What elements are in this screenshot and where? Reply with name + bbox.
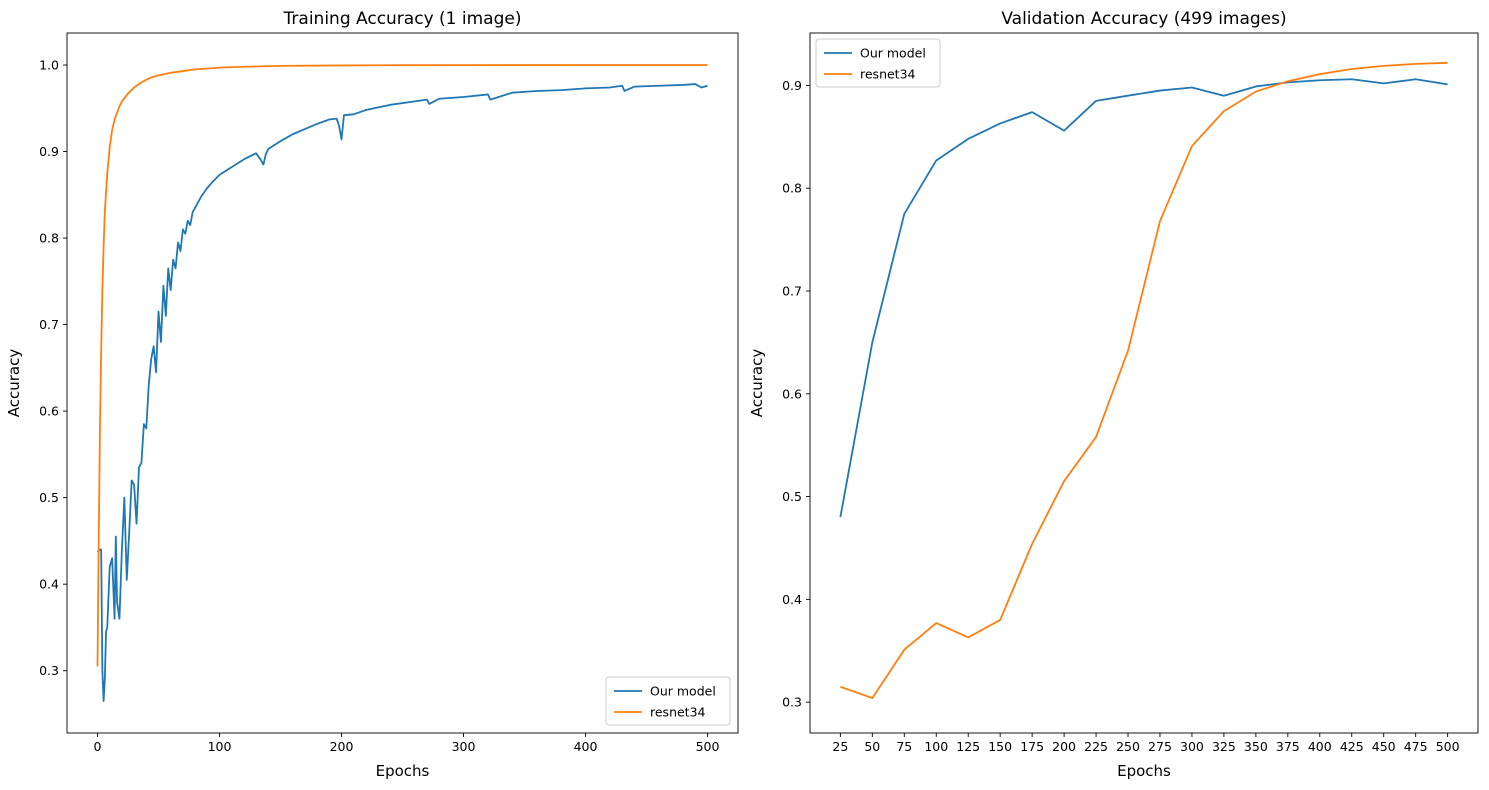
x-tick-label: 325 <box>1212 739 1236 754</box>
series-line-our-model <box>839 78 1448 518</box>
legend-label: Our model <box>860 46 926 61</box>
y-axis-label: Accuracy <box>5 349 23 418</box>
x-tick-label: 450 <box>1372 739 1396 754</box>
legend-box <box>815 38 941 88</box>
x-tick-label: 300 <box>452 739 476 754</box>
x-tick-label: 75 <box>896 739 912 754</box>
series-line-our-model <box>96 83 708 702</box>
x-tick-label: 425 <box>1340 739 1364 754</box>
x-tick-label: 225 <box>1084 739 1108 754</box>
axes-frame <box>66 32 739 734</box>
x-tick-label: 275 <box>1148 739 1172 754</box>
y-tick-label: 0.8 <box>39 231 59 246</box>
x-tick-label: 500 <box>1436 739 1460 754</box>
y-tick-label: 0.9 <box>39 144 59 159</box>
x-tick-label: 375 <box>1276 739 1300 754</box>
y-tick-label: 0.5 <box>782 489 802 504</box>
series-line-resnet34 <box>96 64 708 667</box>
legend-label: resnet34 <box>860 67 916 82</box>
y-tick-label: 0.7 <box>782 284 802 299</box>
x-axis-label: Epochs <box>376 762 430 780</box>
x-tick-label: 50 <box>864 739 880 754</box>
legend-box <box>605 676 731 726</box>
x-tick-label: 200 <box>1052 739 1076 754</box>
legend: Our model resnet34 <box>605 676 731 726</box>
x-tick-label: 175 <box>1020 739 1044 754</box>
x-tick-label: 350 <box>1244 739 1268 754</box>
y-tick-label: 0.3 <box>39 663 59 678</box>
x-tick-label: 400 <box>574 739 598 754</box>
y-tick-label: 0.6 <box>782 386 802 401</box>
x-tick-label: 400 <box>1308 739 1332 754</box>
y-tick-label: 0.3 <box>782 695 802 710</box>
y-axis-label: Accuracy <box>748 349 766 418</box>
x-tick-label: 250 <box>1116 739 1140 754</box>
x-tick-label: 100 <box>924 739 948 754</box>
y-tick-label: 0.9 <box>782 78 802 93</box>
legend-label: Our model <box>650 684 716 699</box>
axes-frame <box>809 32 1479 734</box>
y-tick-label: 0.6 <box>39 404 59 419</box>
series-line-resnet34 <box>840 61 1448 699</box>
x-tick-label: 125 <box>956 739 980 754</box>
training-accuracy-chart: Training Accuracy (1 image) Epochs Accur… <box>5 9 739 780</box>
x-tick-label: 500 <box>696 739 720 754</box>
x-tick-label: 100 <box>208 739 232 754</box>
y-tick-label: 0.8 <box>782 181 802 196</box>
legend: Our model resnet34 <box>815 38 941 88</box>
x-tick-label: 475 <box>1404 739 1428 754</box>
chart-title: Validation Accuracy (499 images) <box>1001 9 1286 29</box>
chart-title: Training Accuracy (1 image) <box>283 9 522 29</box>
validation-accuracy-chart: Validation Accuracy (499 images) Epochs … <box>748 9 1479 780</box>
legend-label: resnet34 <box>650 705 706 720</box>
x-tick-label: 300 <box>1180 739 1204 754</box>
x-axis-label: Epochs <box>1117 762 1171 780</box>
x-tick-label: 150 <box>988 739 1012 754</box>
y-tick-label: 0.4 <box>39 577 59 592</box>
y-tick-label: 1.0 <box>39 58 59 73</box>
x-tick-label: 0 <box>94 739 102 754</box>
x-tick-label: 200 <box>330 739 354 754</box>
y-tick-label: 0.4 <box>782 592 802 607</box>
y-tick-label: 0.5 <box>39 490 59 505</box>
x-tick-label: 25 <box>832 739 848 754</box>
y-tick-label: 0.7 <box>39 317 59 332</box>
